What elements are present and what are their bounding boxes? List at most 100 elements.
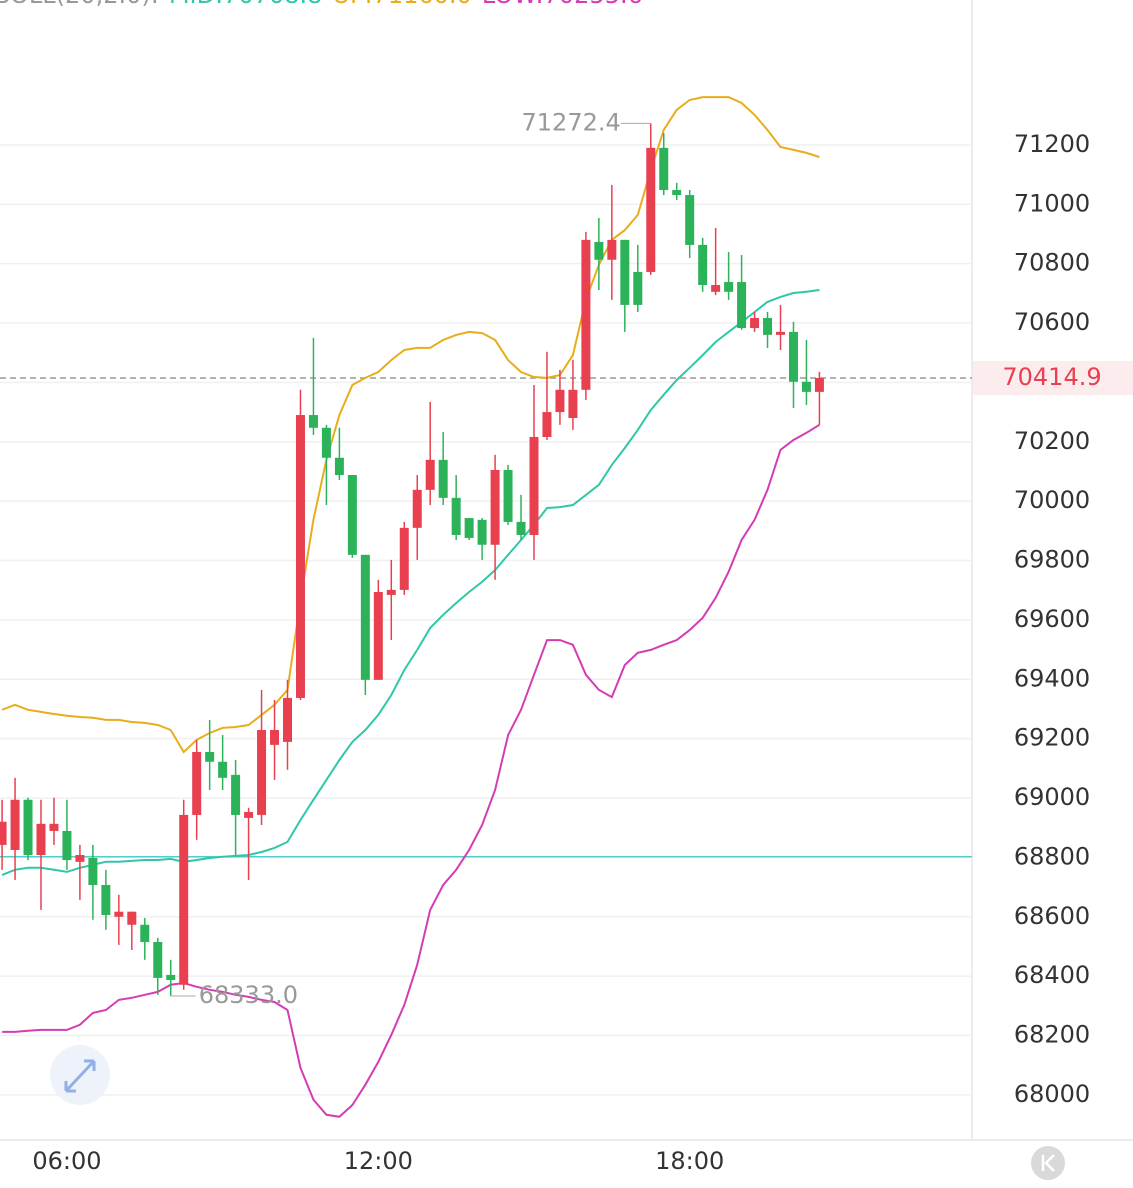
- candle: [750, 312, 760, 332]
- y-tick-label: 69800: [1014, 546, 1090, 574]
- candle: [698, 237, 708, 292]
- candle: [257, 689, 267, 826]
- candle: [101, 869, 111, 930]
- candle: [672, 182, 682, 201]
- candle: [244, 807, 254, 880]
- expand-icon[interactable]: [64, 1059, 96, 1093]
- candle-body: [386, 589, 396, 595]
- candle: [581, 231, 591, 400]
- candle: [490, 454, 500, 580]
- expand-button[interactable]: [50, 1045, 110, 1105]
- candle-body: [581, 239, 591, 390]
- candle: [763, 312, 773, 348]
- candle: [542, 351, 552, 440]
- scroll-bg[interactable]: [1031, 1146, 1065, 1180]
- y-tick-label: 69400: [1014, 664, 1090, 692]
- candle: [49, 797, 59, 845]
- candle-body: [75, 855, 85, 862]
- candle-body: [646, 147, 656, 272]
- scroll-icon[interactable]: [1041, 1154, 1055, 1172]
- candle: [334, 427, 344, 481]
- candle: [438, 431, 448, 505]
- band-line: [1, 289, 820, 876]
- indicator-label: BOLL(20,2.0):: [0, 0, 159, 9]
- candle-body: [425, 459, 435, 490]
- candle: [464, 518, 474, 541]
- candle: [308, 337, 318, 435]
- candle-body: [698, 244, 708, 285]
- y-tick-label: 70000: [1014, 486, 1090, 514]
- last-price-box: [973, 360, 1133, 395]
- candle: [295, 389, 305, 701]
- candle: [347, 475, 357, 558]
- candle: [607, 184, 617, 300]
- candle-body: [0, 821, 7, 845]
- scroll-latest-button[interactable]: [1031, 1146, 1065, 1180]
- candle-body: [334, 457, 344, 475]
- candle-body: [711, 285, 721, 292]
- candle: [412, 475, 422, 560]
- candle-body: [321, 427, 331, 458]
- candle-body: [192, 751, 202, 815]
- y-tick-label: 70600: [1014, 308, 1090, 336]
- candle: [179, 799, 189, 990]
- candle: [75, 844, 85, 900]
- candle-body: [10, 799, 20, 850]
- candle-body: [620, 239, 630, 305]
- candle-body: [231, 774, 241, 815]
- candle-body: [503, 469, 513, 522]
- candle-body: [568, 389, 578, 418]
- candle: [724, 252, 734, 300]
- candle-body: [412, 489, 422, 528]
- candle: [283, 679, 293, 770]
- candle: [711, 228, 721, 296]
- candle-body: [737, 282, 747, 329]
- candle: [568, 359, 578, 430]
- y-tick-label: 68800: [1014, 842, 1090, 870]
- band-line: [1, 96, 820, 754]
- y-tick-label: 69600: [1014, 605, 1090, 633]
- candle-body: [776, 331, 786, 335]
- x-tick-label: 12:00: [344, 1147, 413, 1175]
- candle: [88, 844, 98, 920]
- candle-body: [399, 527, 409, 590]
- candle: [477, 518, 487, 560]
- y-tick-label: 69200: [1014, 724, 1090, 752]
- candle: [321, 424, 331, 505]
- candle: [425, 401, 435, 505]
- candle: [814, 371, 824, 425]
- candle: [23, 797, 33, 861]
- candle-body: [490, 469, 500, 545]
- candle: [373, 579, 383, 680]
- candle-body: [62, 830, 72, 861]
- candle-body: [360, 554, 370, 680]
- candle-body: [594, 241, 604, 260]
- candle: [620, 239, 630, 332]
- candle-body: [127, 911, 137, 925]
- candle-body: [529, 437, 539, 535]
- candle-body: [542, 412, 552, 437]
- candle-body: [347, 475, 357, 555]
- candle-body: [801, 381, 811, 392]
- grid: [0, 144, 972, 1096]
- candle: [218, 735, 228, 790]
- band-line: [2, 423, 820, 1118]
- candle-body: [257, 730, 267, 815]
- candle: [140, 917, 150, 960]
- candle-body: [179, 814, 189, 985]
- candle: [659, 133, 669, 196]
- candle-body: [763, 317, 773, 335]
- x-tick-label: 18:00: [655, 1147, 724, 1175]
- candle: [646, 123, 656, 275]
- candle: [0, 799, 7, 870]
- legend-entry: MID:70708.8: [169, 0, 323, 9]
- legend-entry: UP:71160.0: [332, 0, 471, 9]
- candle: [451, 475, 461, 541]
- y-tick-label: 68600: [1014, 902, 1090, 930]
- candle-body: [49, 823, 59, 831]
- candle-body: [788, 331, 798, 382]
- low-label: 68333.0: [199, 981, 298, 1009]
- candle-body: [36, 823, 46, 855]
- candle: [114, 894, 124, 945]
